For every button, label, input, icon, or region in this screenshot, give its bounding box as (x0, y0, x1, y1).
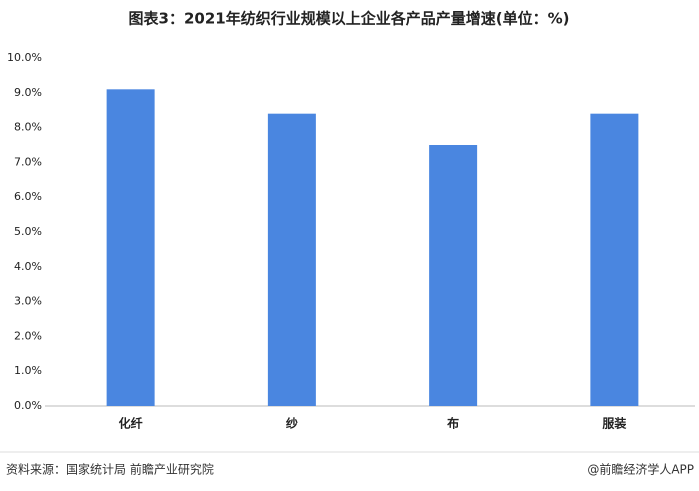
y-tick-label: 6.0% (14, 190, 42, 203)
brand: @前瞻经济学人APP (587, 462, 694, 477)
x-tick-label: 化纤 (119, 416, 143, 431)
source-note: 资料来源：国家统计局 前瞻产业研究院 (6, 462, 214, 477)
chart-title: 图表3：2021年纺织行业规模以上企业各产品产量增速(单位：%) (129, 10, 570, 28)
bar (267, 113, 316, 407)
y-tick-label: 5.0% (14, 225, 42, 238)
y-tick-label: 9.0% (14, 86, 42, 99)
x-tick-label: 纱 (286, 417, 298, 431)
bar (106, 89, 155, 406)
x-tick-label: 服装 (602, 416, 626, 431)
y-tick-label: 2.0% (14, 329, 42, 342)
y-tick-label: 3.0% (14, 295, 42, 308)
x-tick-label: 布 (447, 416, 459, 431)
y-tick-label: 0.0% (14, 399, 42, 412)
y-tick-label: 8.0% (14, 121, 42, 134)
y-tick-label: 10.0% (7, 51, 42, 64)
bar (429, 145, 478, 406)
bar (590, 113, 639, 407)
y-tick-label: 7.0% (14, 155, 42, 168)
y-tick-label: 1.0% (14, 364, 42, 377)
y-tick-label: 4.0% (14, 260, 42, 273)
